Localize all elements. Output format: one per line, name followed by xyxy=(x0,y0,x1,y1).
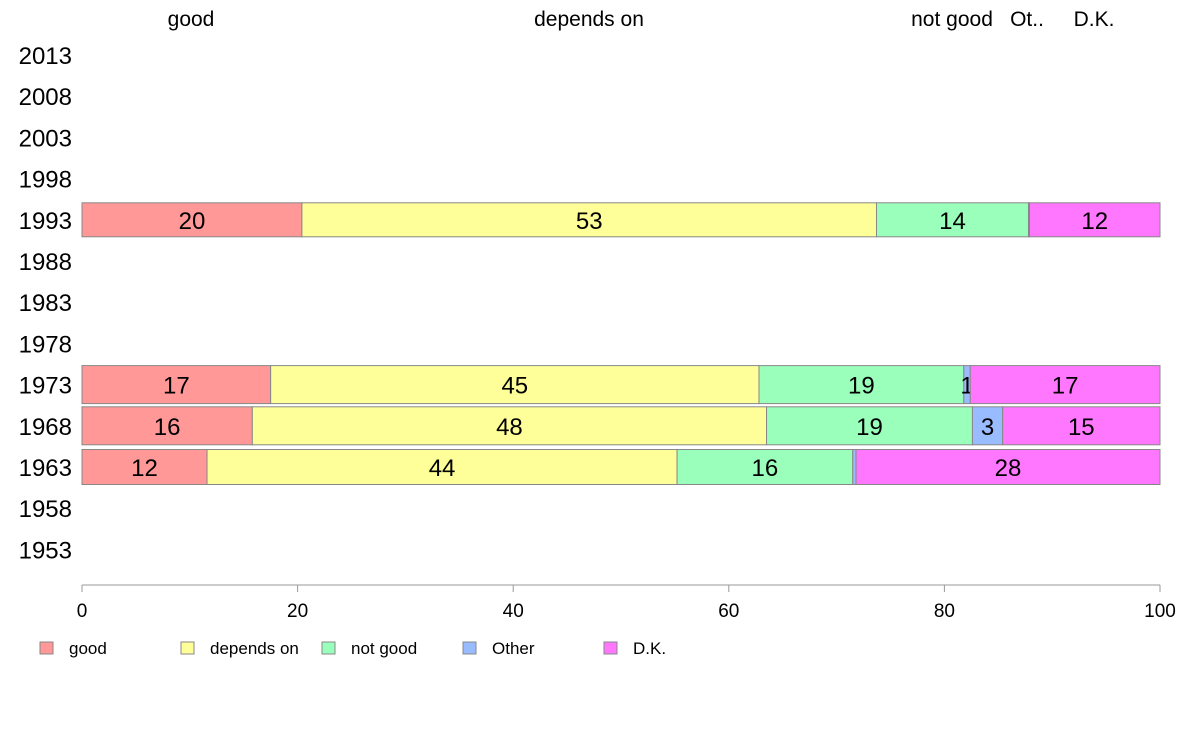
year-label-1973: 1973 xyxy=(19,373,72,400)
x-axis: 0 20 40 60 80 100 xyxy=(77,584,1176,622)
bar-segment-1963-dk xyxy=(855,449,1161,485)
top-label-1: depends on xyxy=(534,8,644,31)
x-tick-label-20: 20 xyxy=(287,601,308,622)
legend-label-4: D.K. xyxy=(633,639,666,658)
year-label-2003: 2003 xyxy=(19,125,72,152)
bar-label-1993-2: 14 xyxy=(939,208,966,235)
legend: good depends on not good Other D.K. xyxy=(39,639,666,658)
year-label-2008: 2008 xyxy=(19,84,72,111)
year-label-1993: 1993 xyxy=(19,208,72,235)
year-label-1968: 1968 xyxy=(19,414,72,441)
bar-label-1973-4: 17 xyxy=(1052,373,1079,400)
year-label-1978: 1978 xyxy=(19,331,72,358)
year-label-1953: 1953 xyxy=(19,537,72,564)
bar-segment-1968-notgood xyxy=(766,406,973,446)
x-tick-label-60: 60 xyxy=(718,601,739,622)
bar-label-1993-1: 53 xyxy=(576,208,603,235)
x-tick-label-0: 0 xyxy=(77,601,88,622)
bar-label-1968-3: 3 xyxy=(981,414,994,441)
bar-segment-1963-notgood xyxy=(676,449,854,485)
legend-label-3: Other xyxy=(492,639,535,658)
bar-label-1973-2: 19 xyxy=(848,373,875,400)
legend-label-1: depends on xyxy=(210,639,299,658)
legend-swatch-1 xyxy=(180,641,195,655)
bar-label-1968-4: 15 xyxy=(1068,414,1095,441)
x-tick-label-40: 40 xyxy=(503,601,524,622)
x-tick-label-80: 80 xyxy=(934,601,955,622)
bar-segment-1973-dk xyxy=(969,365,1161,405)
legend-swatch-4 xyxy=(603,641,618,655)
bar-label-1968-1: 48 xyxy=(496,414,523,441)
bar-segment-1993-good xyxy=(81,202,303,238)
top-label-4: D.K. xyxy=(1074,8,1115,31)
bar-label-1973-1: 45 xyxy=(501,373,528,400)
year-label-1998: 1998 xyxy=(19,167,72,194)
bar-label-1993-0: 20 xyxy=(179,208,206,235)
bar-segment-1968-good xyxy=(81,406,253,446)
bar-segment-1993-notgood xyxy=(875,202,1029,238)
bar-label-1993-4: 12 xyxy=(1081,208,1108,235)
top-label-3: Ot.. xyxy=(1010,8,1044,31)
legend-label-0: good xyxy=(69,639,107,658)
bar-segment-1973-notgood xyxy=(758,365,965,405)
bar-segment-1973-dependson xyxy=(270,365,760,405)
year-label-1958: 1958 xyxy=(19,496,72,523)
bar-label-1973-0: 17 xyxy=(163,373,190,400)
bar-segment-1993-dk xyxy=(1029,202,1161,238)
bar-label-1963-2: 16 xyxy=(752,455,779,482)
bar-segment-1968-dk xyxy=(1002,406,1161,446)
top-label-2: not good xyxy=(911,8,993,31)
bar-segment-1973-good xyxy=(81,365,272,405)
bar-segment-1963-dependson xyxy=(206,449,678,485)
legend-swatch-3 xyxy=(462,641,477,655)
top-column-labels: good depends on not good Ot.. D.K. xyxy=(168,8,1115,31)
top-label-0: good xyxy=(168,8,215,31)
year-label-1983: 1983 xyxy=(19,290,72,317)
bar-label-1963-0: 12 xyxy=(131,455,158,482)
x-tick-label-100: 100 xyxy=(1144,601,1176,622)
legend-swatch-0 xyxy=(39,641,54,655)
legend-label-2: not good xyxy=(351,639,417,658)
year-axis: 2013 2008 2003 1998 1993 1988 1983 1978 1973 1968… xyxy=(19,43,72,564)
bar-label-1963-4: 28 xyxy=(995,455,1022,482)
year-label-1988: 1988 xyxy=(19,249,72,276)
year-label-1963: 1963 xyxy=(19,455,72,482)
legend-swatch-2 xyxy=(321,641,336,655)
bar-label-1963-1: 44 xyxy=(429,455,456,482)
bar-label-1968-0: 16 xyxy=(154,414,181,441)
bar-label-1968-2: 19 xyxy=(856,414,883,441)
bar-segment-1993-dependson xyxy=(301,202,877,238)
year-label-2013: 2013 xyxy=(19,43,72,70)
